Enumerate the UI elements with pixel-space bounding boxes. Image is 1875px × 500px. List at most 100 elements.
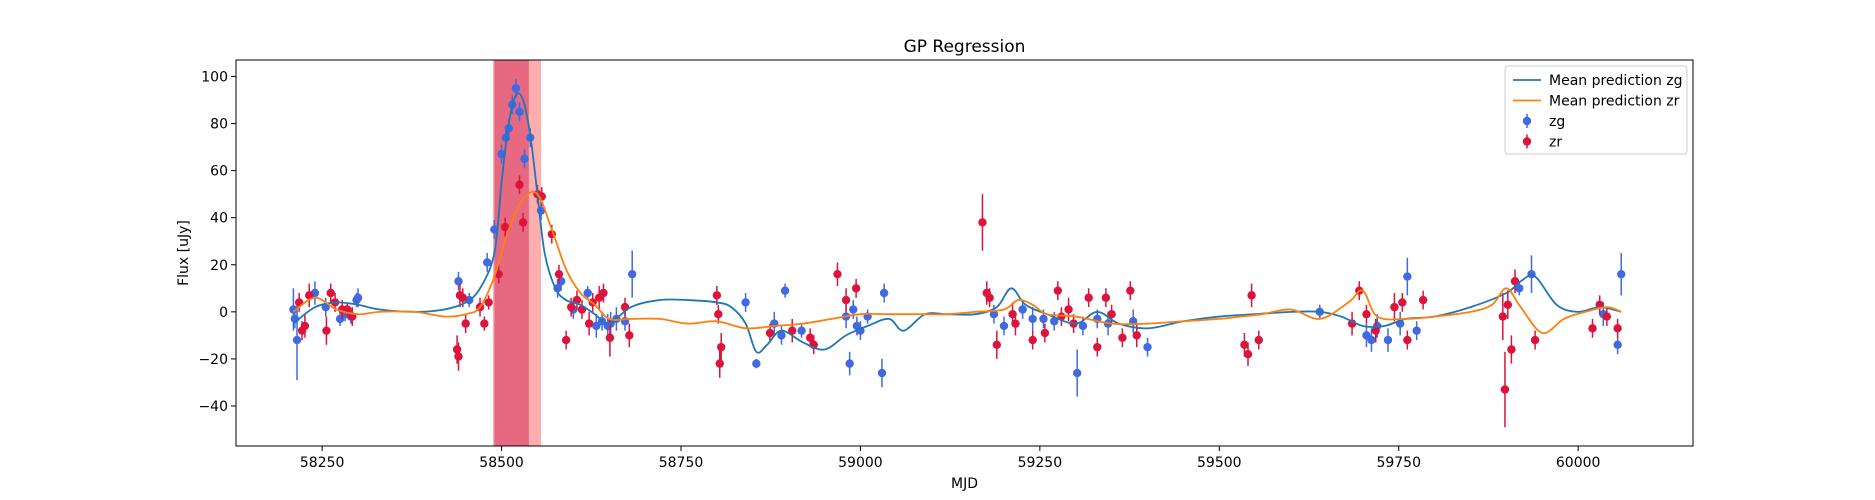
y-axis-label: Flux [uJy] — [176, 220, 192, 286]
data-point-zg — [1028, 314, 1037, 324]
x-tick-label: 59750 — [1376, 455, 1421, 471]
y-tick-label: 40 — [210, 211, 228, 227]
data-point-zr — [458, 293, 468, 302]
data-point-zr — [1011, 319, 1020, 328]
data-point-zr — [1101, 293, 1111, 302]
data-point-zg — [1617, 269, 1626, 279]
x-tick-label: 58500 — [479, 455, 524, 471]
x-tick-label: 59250 — [1018, 455, 1063, 471]
data-point-zg — [353, 293, 363, 302]
data-point-zg — [1412, 326, 1421, 335]
data-point-zr — [1084, 293, 1093, 302]
data-point-zg — [741, 298, 750, 307]
data-point-zr — [605, 333, 615, 342]
data-point-zr — [788, 326, 797, 335]
data-point-zr — [716, 342, 726, 352]
x-tick-label: 58250 — [300, 455, 345, 471]
data-point-zg — [989, 309, 999, 319]
data-point-zg — [583, 288, 592, 298]
legend-handle-zg — [1522, 116, 1532, 126]
data-point-zr — [1613, 324, 1622, 333]
data-point-zr — [1093, 342, 1102, 352]
data-point-zr — [1498, 312, 1508, 321]
data-point-zr — [500, 222, 510, 232]
data-point-zr — [1390, 302, 1399, 312]
data-point-zr — [1418, 295, 1428, 305]
data-point-zr — [715, 359, 724, 368]
shaded-regions — [492, 60, 542, 446]
legend: Mean prediction zg Mean prediction zr zg zr — [1504, 65, 1688, 155]
data-point-zg — [999, 321, 1009, 331]
data-point-zr — [561, 335, 571, 345]
data-point-zr — [1530, 335, 1540, 345]
data-point-zg — [797, 326, 806, 335]
data-point-zr — [1064, 305, 1073, 314]
data-point-zg — [777, 331, 786, 340]
data-point-zg — [1039, 314, 1048, 324]
data-point-zr — [1240, 340, 1249, 349]
data-point-zr — [599, 288, 608, 298]
y-tick-label: −20 — [198, 352, 228, 368]
data-point-zr — [326, 288, 335, 298]
line-Mean prediction zr — [292, 190, 1622, 335]
y-tick-label: 100 — [201, 69, 228, 85]
data-point-zr — [841, 295, 851, 305]
data-point-zr — [515, 180, 524, 189]
shaded-region-1 — [492, 60, 542, 446]
chart-title: GP Regression — [904, 37, 1026, 57]
data-point-zg — [1072, 368, 1082, 378]
data-point-zr — [480, 319, 489, 328]
legend-box — [1504, 65, 1688, 155]
data-point-zr — [1347, 319, 1357, 328]
data-point-zr — [484, 298, 493, 307]
legend-label-Mean prediction zr: Mean prediction zr — [1549, 94, 1680, 110]
data-point-zr — [851, 284, 861, 293]
data-point-zg — [520, 154, 529, 164]
data-point-zr — [1040, 328, 1050, 338]
data-point-zr — [712, 291, 722, 300]
data-point-zr — [1588, 324, 1597, 333]
data-point-zr — [1132, 331, 1141, 340]
data-point-zr — [1362, 309, 1371, 319]
data-point-zg — [1018, 305, 1027, 314]
x-axis-label: MJD — [951, 476, 978, 492]
data-point-zg — [752, 359, 761, 368]
line-Mean prediction zg — [292, 92, 1622, 354]
data-point-zr — [1118, 333, 1127, 342]
data-point-zr — [1371, 326, 1380, 335]
data-point-zg — [877, 368, 887, 378]
y-tick-label: 80 — [210, 117, 228, 133]
data-point-zr — [1247, 291, 1256, 300]
data-point-zg — [292, 335, 302, 345]
y-tick-label: 60 — [210, 164, 228, 180]
data-point-zg — [1515, 284, 1524, 293]
legend-label-zg: zg — [1549, 114, 1565, 130]
y-axis: −40 −20 0 20 40 60 80 100 — [198, 69, 236, 415]
data-point-zg — [454, 277, 463, 286]
data-point-zg — [849, 305, 858, 314]
data-point-zg — [1367, 335, 1376, 345]
data-point-zr — [1008, 309, 1017, 319]
data-point-zr — [1053, 286, 1063, 295]
data-point-zg — [1403, 272, 1412, 281]
y-tick-label: −40 — [198, 399, 228, 415]
data-point-zg — [1078, 321, 1088, 331]
data-point-zg — [627, 269, 637, 279]
x-tick-label: 60000 — [1556, 455, 1601, 471]
data-point-zg — [483, 258, 492, 267]
data-point-zr — [765, 328, 775, 338]
x-tick-label: 59500 — [1197, 455, 1242, 471]
data-point-zg — [879, 288, 889, 298]
data-point-zg — [511, 84, 521, 93]
data-point-zr — [452, 345, 462, 354]
x-axis: 58250 58500 58750 59000 59250 59500 59750 60000 — [300, 446, 1601, 471]
data-point-zg — [780, 286, 790, 295]
data-point-zr — [992, 340, 1001, 349]
legend-label-Mean prediction zg: Mean prediction zg — [1549, 73, 1683, 89]
data-point-zr — [566, 302, 576, 312]
data-point-zr — [985, 293, 994, 302]
y-tick-label: 0 — [219, 305, 228, 321]
data-point-zr — [518, 218, 528, 227]
data-point-zr — [1507, 345, 1516, 354]
